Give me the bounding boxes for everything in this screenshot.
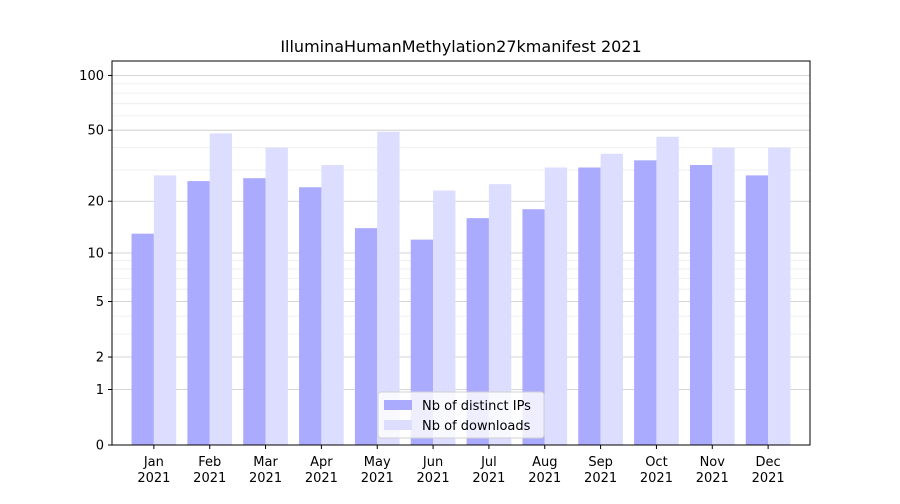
bar-distinct-ips: [689, 165, 713, 445]
x-tick-label: Jun 2021: [417, 455, 450, 486]
bar-distinct-ips: [299, 187, 322, 445]
legend-label: Nb of downloads: [422, 419, 531, 434]
bar-downloads: [209, 133, 233, 445]
y-tick-label: 100: [79, 69, 104, 84]
y-tick-label: 5: [96, 295, 104, 310]
y-tick-label: 2: [96, 351, 104, 366]
legend-swatch: [384, 420, 412, 430]
bar-distinct-ips: [466, 218, 489, 445]
bar-distinct-ips: [578, 167, 601, 445]
x-tick-label: Oct 2021: [640, 455, 673, 486]
x-tick-label: Mar 2021: [249, 455, 282, 486]
bar-downloads: [600, 153, 623, 446]
bar-distinct-ips: [187, 181, 210, 445]
y-tick-label: 10: [87, 247, 104, 262]
bar-downloads: [265, 147, 288, 445]
x-tick-label: Nov 2021: [696, 455, 729, 486]
x-tick-label: Dec 2021: [752, 455, 785, 486]
y-tick-label: 20: [87, 195, 104, 210]
x-tick-label: Jan 2021: [137, 455, 170, 486]
bar-distinct-ips: [745, 175, 769, 445]
bar-distinct-ips: [522, 209, 545, 445]
x-tick-label: Apr 2021: [305, 455, 338, 486]
legend-label: Nb of distinct IPs: [422, 399, 531, 414]
bar-downloads: [321, 165, 344, 445]
bar-distinct-ips: [131, 233, 154, 445]
bar-downloads: [712, 147, 735, 445]
bar-downloads: [488, 184, 512, 446]
bar-distinct-ips: [354, 228, 378, 445]
bar-downloads: [377, 131, 400, 445]
x-tick-label: May 2021: [361, 455, 394, 486]
x-tick-label: Aug 2021: [528, 455, 561, 486]
x-tick-label: Jul 2021: [472, 455, 505, 486]
y-tick-label: 0: [96, 439, 104, 454]
legend-swatch: [384, 400, 412, 410]
bar-downloads: [768, 147, 791, 445]
bar-downloads: [656, 136, 679, 445]
x-tick-label: Sep 2021: [584, 455, 617, 486]
x-tick-label: Feb 2021: [193, 455, 226, 486]
y-tick-label: 1: [96, 383, 104, 398]
legend-box: [377, 391, 545, 439]
bar-distinct-ips: [634, 160, 657, 445]
y-tick-label: 50: [87, 124, 104, 139]
bar-downloads: [544, 167, 568, 445]
bar-downloads: [153, 175, 177, 445]
bar-downloads: [433, 190, 456, 445]
bar-distinct-ips: [243, 178, 266, 446]
chart-title: IlluminaHumanMethylation27kmanifest 2021: [280, 37, 641, 56]
